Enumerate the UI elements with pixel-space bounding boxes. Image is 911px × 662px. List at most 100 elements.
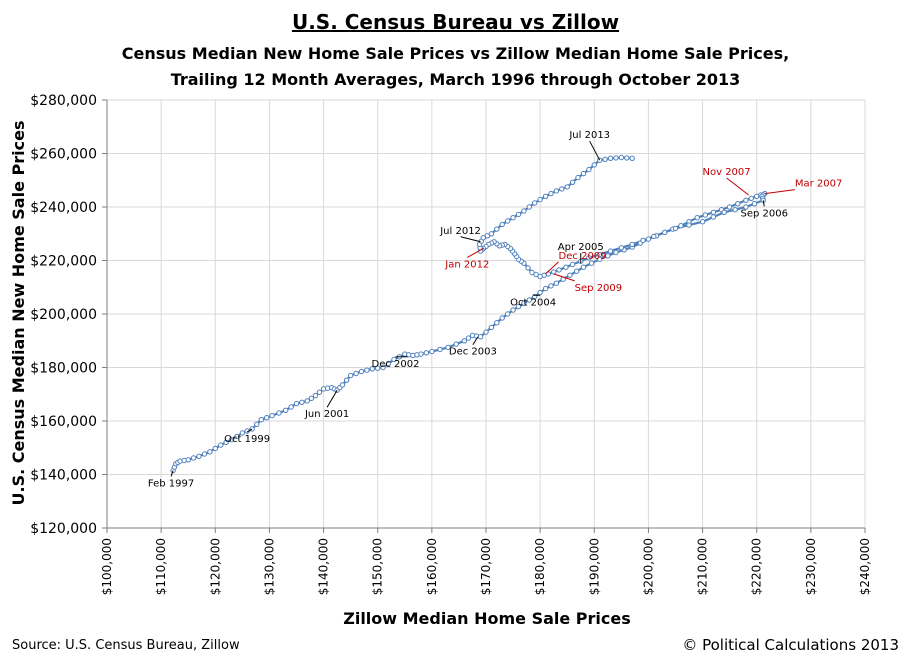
- data-point: [358, 368, 365, 375]
- data-point: [239, 430, 246, 436]
- annotation-label: Feb 1997: [148, 478, 194, 489]
- data-point: [207, 449, 213, 455]
- annotation-label: Jun 2001: [304, 409, 349, 420]
- annotation-label: Oct 2004: [510, 297, 556, 308]
- annotations: Feb 1997 Oct 1999 Jun 2001 Dec 2002 Dec 2003…: [148, 130, 842, 489]
- y-tick-labels: $120,000 $140,000 $160,000 $180,000 $200,000…: [30, 93, 97, 537]
- chart-subtitle-line-1: Census Median New Home Sale Prices vs Zi…: [121, 44, 790, 63]
- data-point: [743, 197, 749, 204]
- data-point: [563, 264, 569, 270]
- annotation-leader: [326, 389, 338, 408]
- data-point: [254, 421, 260, 427]
- data-point: [343, 377, 350, 383]
- data-point: [264, 415, 270, 421]
- data-point: [510, 307, 516, 313]
- chart-title: U.S. Census Bureau vs Zillow: [291, 10, 620, 34]
- data-point: [526, 297, 532, 303]
- data-point: [453, 341, 459, 347]
- data-point: [505, 311, 511, 317]
- data-point: [553, 280, 560, 286]
- data-point: [618, 245, 625, 251]
- annotation-label: Jul 2013: [568, 130, 610, 141]
- axes: [102, 99, 866, 533]
- data-point: [735, 201, 741, 207]
- data-point: [249, 426, 255, 432]
- x-tick-labels: $100,000 $110,000 $120,000 $130,000 $140,000…: [100, 538, 872, 595]
- data-point: [465, 335, 472, 341]
- data-point: [640, 237, 646, 244]
- data-point: [575, 174, 581, 181]
- x-tick-label: $200,000: [641, 538, 655, 595]
- y-tick-label: $220,000: [30, 254, 97, 270]
- annotation-label: Mar 2007: [795, 179, 843, 190]
- data-point: [196, 453, 202, 459]
- data-point: [743, 204, 749, 210]
- data-point: [276, 410, 282, 416]
- data-point: [283, 407, 289, 413]
- data-point: [580, 264, 587, 270]
- data-point: [726, 204, 733, 210]
- data-point: [494, 226, 500, 232]
- data-point: [375, 365, 381, 371]
- x-tick-label: $230,000: [804, 538, 818, 595]
- data-point: [569, 179, 576, 186]
- data-point: [494, 320, 500, 326]
- data-point: [353, 370, 359, 377]
- data-point: [537, 289, 543, 296]
- annotation-label: Nov 2007: [703, 167, 751, 178]
- data-point: [521, 208, 527, 214]
- y-tick-label: $200,000: [30, 307, 97, 323]
- annotation-label: Dec 2002: [372, 359, 420, 370]
- data-point: [258, 417, 264, 423]
- x-tick-label: $160,000: [425, 538, 439, 595]
- data-point: [574, 268, 580, 274]
- data-point: [721, 209, 727, 216]
- annotation-leader: [764, 189, 795, 195]
- data-point: [212, 445, 219, 452]
- data-point: [234, 433, 240, 440]
- data-point: [347, 372, 354, 379]
- data-point: [223, 439, 229, 446]
- data-point: [580, 170, 587, 177]
- data-point: [526, 204, 532, 210]
- data-point: [269, 412, 275, 419]
- data-point: [429, 348, 435, 355]
- data-point: [710, 214, 717, 220]
- x-tick-label: $190,000: [587, 538, 601, 595]
- data-point: [423, 350, 430, 356]
- annotation-leader: [762, 200, 765, 207]
- copyright-note: © Political Calculations 2013: [682, 636, 899, 654]
- annotation-leader: [170, 470, 174, 477]
- data-point: [607, 248, 614, 254]
- data-point: [385, 360, 392, 367]
- data-point: [380, 364, 386, 371]
- data-point: [548, 190, 554, 197]
- data-point: [613, 249, 619, 256]
- annotation-label: Oct 1999: [224, 434, 270, 445]
- annotation-label: Dec 2009: [559, 251, 607, 262]
- data-point: [477, 334, 484, 340]
- data-point: [525, 265, 531, 271]
- data-point: [505, 218, 511, 224]
- y-tick-label: $180,000: [30, 361, 97, 377]
- data-point: [586, 166, 592, 173]
- x-tick-label: $180,000: [533, 538, 547, 595]
- annotation-leader: [246, 428, 253, 433]
- data-point: [548, 283, 554, 289]
- annotation-label: Sep 2006: [740, 208, 787, 219]
- annotation-leader: [460, 236, 481, 243]
- data-point: [515, 303, 522, 310]
- data-point: [499, 221, 505, 228]
- data-point: [629, 155, 635, 162]
- data-point: [542, 285, 549, 292]
- x-tick-label: $240,000: [858, 538, 872, 595]
- data-point: [602, 156, 608, 163]
- data-point: [751, 201, 758, 207]
- data-point: [190, 455, 197, 461]
- data-point: [597, 251, 603, 258]
- data-point: [586, 255, 592, 261]
- x-tick-label: $120,000: [208, 538, 222, 595]
- data-point: [529, 269, 535, 276]
- data-point: [613, 155, 619, 161]
